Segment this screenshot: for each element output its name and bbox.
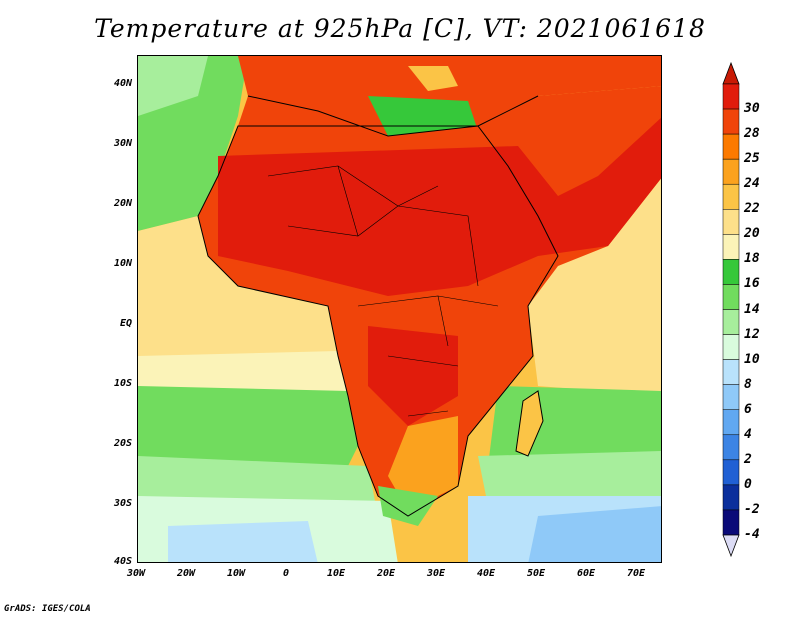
colorbar-label: 20	[744, 226, 760, 242]
colorbar-label: 4	[744, 426, 752, 442]
colorbar-label: 8	[744, 376, 752, 392]
colorbar-label: 28	[744, 126, 760, 142]
colorbar-box	[722, 484, 740, 511]
lon-label-20e: 20E	[376, 568, 396, 579]
chart-title: Temperature at 925hPa [C], VT: 202106161…	[94, 14, 706, 43]
country-borders	[267, 165, 499, 417]
lon-label-0: 0	[282, 568, 290, 579]
europe-warm	[238, 56, 661, 136]
tropical-atlantic	[138, 216, 338, 376]
colorbar-box	[722, 459, 740, 486]
colorbar-label: -4	[744, 527, 760, 542]
indian-ocean-colder	[528, 506, 661, 562]
south-atlantic-colder	[168, 521, 318, 562]
colorbar-box	[722, 384, 740, 410]
cape-cool	[378, 486, 438, 526]
lon-label-20w: 20W	[176, 568, 196, 579]
lon-label-60e: 60E	[576, 568, 596, 579]
colorbar-label: 2	[744, 451, 752, 467]
colorbar-box	[722, 133, 740, 160]
atlantic-north-cold	[138, 56, 208, 116]
grads-credit: GrADS: IGES/COLA	[4, 604, 91, 614]
colorbar-label: 0	[744, 476, 752, 492]
colorbar-box	[722, 183, 740, 210]
madagascar-outline	[515, 390, 544, 457]
colorbar-label: 24	[744, 176, 760, 192]
colorbar-box	[722, 108, 740, 135]
lon-label-10w: 10W	[226, 568, 246, 579]
lon-label-30w: 30W	[126, 568, 146, 579]
lon-label-70e: 70E	[626, 568, 646, 579]
colorbar-box	[722, 509, 740, 536]
lon-label-40e: 40E	[476, 568, 496, 579]
colorbar-label: 6	[744, 401, 752, 417]
colorbar-box	[722, 359, 740, 385]
indian-ocean-cool	[478, 451, 661, 506]
colorbar-box	[722, 409, 740, 436]
lat-label-20s: 20S	[113, 438, 132, 449]
colorbar-label: 12	[744, 326, 760, 342]
colorbar-box	[722, 334, 740, 360]
colorbar-box	[722, 209, 740, 235]
colorbar-label: 14	[744, 301, 760, 317]
lat-label-30s: 30S	[113, 498, 132, 509]
lon-label-30e: 30E	[426, 568, 446, 579]
colorbar-extend-bottom	[722, 534, 740, 557]
lon-label-50e: 50E	[526, 568, 546, 579]
colorbar-label: 22	[744, 201, 760, 217]
colorbar-label: 10	[744, 351, 760, 367]
colorbar	[722, 62, 740, 557]
sahara-hot	[218, 117, 661, 296]
temperature-field	[138, 56, 661, 562]
colorbar-label: -2	[744, 501, 760, 517]
colorbar-label: 16	[744, 276, 760, 292]
lon-label-10e: 10E	[326, 568, 346, 579]
map-panel	[137, 55, 662, 563]
lat-label-10n: 10N	[113, 258, 132, 269]
balkans-mild	[408, 66, 458, 91]
south-africa-mild	[388, 416, 458, 511]
colorbar-box	[722, 83, 740, 110]
colorbar-box	[722, 309, 740, 335]
colorbar-box	[722, 284, 740, 310]
lat-label-40n: 40N	[113, 78, 132, 89]
lat-label-20n: 20N	[113, 198, 132, 209]
coastline	[197, 95, 559, 517]
colorbar-box	[722, 158, 740, 185]
colorbar-label: 25	[744, 151, 760, 167]
southern-africa-hot	[368, 326, 458, 426]
colorbar-box	[722, 259, 740, 285]
lat-label-eq: EQ	[119, 318, 132, 329]
colorbar-label: 18	[744, 251, 760, 267]
colorbar-box	[722, 434, 740, 461]
colorbar-box	[722, 234, 740, 260]
colorbar-extend-top	[722, 62, 740, 85]
colorbar-label: 30	[744, 101, 760, 117]
lat-label-10s: 10S	[113, 378, 132, 389]
lat-label-30n: 30N	[113, 138, 132, 149]
lat-label-40s: 40S	[113, 556, 132, 567]
madagascar	[516, 391, 543, 456]
colorbar-boxes	[722, 62, 740, 557]
